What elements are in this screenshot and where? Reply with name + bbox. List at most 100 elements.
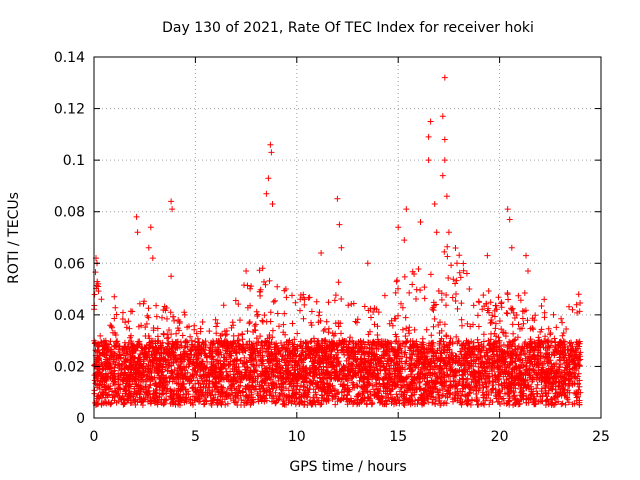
data-point — [411, 326, 418, 333]
data-point — [569, 306, 576, 313]
data-point — [406, 324, 413, 331]
data-point — [261, 312, 268, 319]
data-point — [393, 391, 400, 398]
data-point — [503, 310, 510, 316]
data-point — [143, 320, 150, 327]
data-point — [381, 292, 388, 299]
data-point — [438, 296, 445, 303]
data-point — [292, 299, 299, 306]
data-point — [480, 384, 487, 391]
data-point — [142, 324, 149, 331]
data-point — [289, 320, 296, 327]
data-point — [325, 299, 332, 306]
data-point — [520, 320, 527, 327]
data-point — [392, 289, 399, 296]
data-point — [217, 332, 224, 339]
data-point — [382, 393, 389, 400]
data-point — [313, 298, 320, 305]
data-point — [498, 326, 505, 333]
data-point — [511, 337, 518, 344]
data-point — [253, 335, 260, 342]
data-point — [316, 309, 323, 316]
data-point — [315, 312, 322, 319]
data-point — [480, 331, 487, 338]
data-point — [112, 304, 119, 311]
data-point — [173, 330, 180, 337]
data-point — [145, 305, 152, 312]
data-point — [517, 297, 524, 304]
data-point — [332, 292, 339, 299]
data-point — [108, 323, 115, 330]
data-point — [194, 335, 201, 342]
data-point — [441, 248, 448, 255]
data-point — [457, 274, 464, 281]
data-point — [308, 308, 315, 315]
data-point — [409, 281, 416, 288]
data-point — [452, 245, 459, 251]
data-point — [479, 306, 486, 313]
data-point — [91, 291, 98, 298]
data-point — [530, 326, 537, 333]
data-point — [459, 322, 465, 329]
data-point — [131, 385, 138, 392]
data-point — [505, 296, 512, 303]
data-point — [415, 266, 422, 272]
data-point — [399, 326, 406, 333]
data-point — [463, 376, 470, 383]
data-point — [431, 315, 438, 322]
data-point — [123, 324, 130, 331]
data-point — [458, 316, 465, 323]
data-point — [402, 314, 409, 321]
data-point — [98, 296, 105, 303]
data-point — [509, 321, 516, 328]
data-point — [325, 325, 332, 332]
data-point — [439, 386, 446, 393]
data-point — [495, 294, 502, 301]
data-point — [338, 296, 345, 302]
data-point — [224, 385, 231, 392]
data-point — [417, 287, 424, 294]
data-point — [235, 301, 242, 308]
data-point — [419, 335, 426, 342]
data-point — [159, 314, 165, 321]
data-point — [538, 303, 545, 309]
data-point — [481, 401, 488, 408]
data-point — [463, 270, 470, 277]
data-point — [132, 401, 139, 408]
data-point — [421, 295, 428, 302]
data-point — [244, 328, 251, 335]
data-point — [146, 384, 153, 391]
data-point — [335, 279, 342, 286]
data-point — [498, 304, 505, 311]
data-point — [274, 283, 281, 290]
data-point — [504, 290, 511, 296]
data-point — [538, 398, 545, 405]
data-point — [135, 338, 142, 345]
data-point — [181, 311, 188, 318]
data-point — [460, 260, 467, 267]
data-point — [515, 292, 522, 299]
data-point — [532, 312, 539, 319]
data-point — [559, 319, 566, 326]
data-point — [164, 315, 170, 322]
data-point — [349, 374, 356, 380]
data-point — [111, 315, 118, 322]
data-point — [550, 311, 557, 318]
data-point — [160, 331, 167, 338]
data-point — [510, 330, 517, 337]
data-point — [444, 253, 451, 260]
data-point — [491, 313, 498, 320]
data-point — [248, 283, 255, 290]
data-point — [294, 330, 301, 337]
data-point — [199, 319, 206, 325]
data-point — [305, 294, 312, 301]
data-point — [560, 330, 567, 336]
data-point — [454, 305, 461, 312]
data-point — [269, 327, 276, 334]
data-point — [458, 300, 465, 307]
data-point — [429, 399, 436, 406]
data-point — [492, 325, 499, 332]
data-point — [222, 332, 229, 339]
data-point — [474, 401, 481, 408]
